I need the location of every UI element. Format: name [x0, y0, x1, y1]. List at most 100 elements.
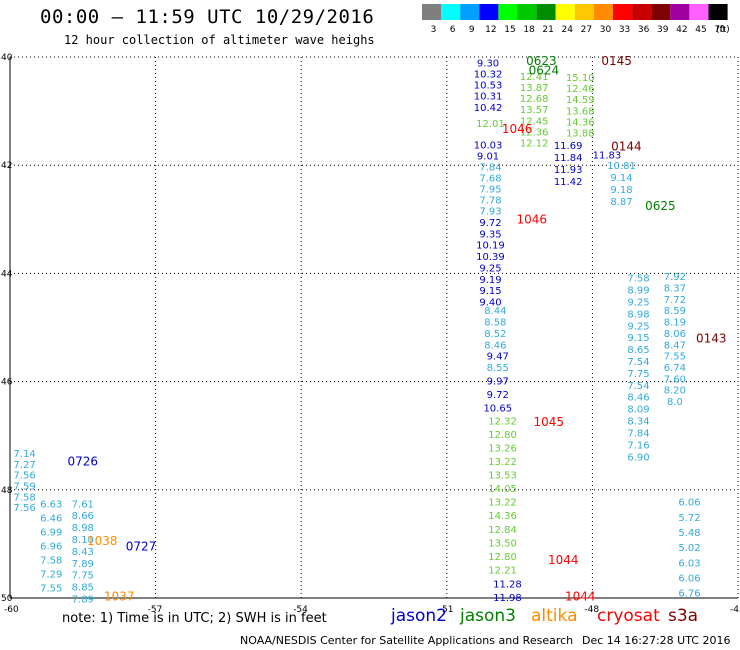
swh-value: 7.58	[627, 274, 649, 285]
swh-value: 11.42	[554, 177, 583, 188]
swh-value: 13.22	[488, 498, 517, 509]
pass-time-label: 0727	[126, 540, 157, 554]
swh-value: 9.35	[479, 229, 501, 240]
swh-value: 9.18	[610, 185, 632, 196]
colorbar-label: 45	[695, 25, 706, 35]
swh-value: 8.66	[72, 511, 94, 522]
swh-value: 10.32	[474, 70, 503, 81]
swh-value: 5.02	[678, 543, 700, 554]
pass-time-label: 1046	[502, 122, 533, 136]
swh-value: 5.72	[678, 513, 700, 524]
swh-value: 7.29	[40, 570, 62, 581]
colorbar-label: 3	[431, 25, 437, 35]
swh-value: 8.58	[484, 318, 506, 329]
swh-value: 12.46	[566, 84, 595, 95]
swh-value: 7.14	[13, 449, 35, 460]
colorbar-swatch	[689, 4, 709, 20]
colorbar-swatch	[574, 4, 594, 20]
pass-time-label: 0143	[696, 331, 727, 345]
swh-value: 10.03	[474, 141, 503, 152]
pass-time-label: 1044	[548, 553, 579, 567]
colorbar-swatch	[441, 4, 461, 20]
swh-value: 10.81	[607, 161, 636, 172]
swh-value: 7.84	[479, 162, 501, 173]
swh-value: 12.01	[476, 119, 505, 130]
swh-value: 9.47	[487, 352, 509, 363]
swh-value: 7.78	[479, 196, 501, 207]
swh-value: 10.19	[476, 241, 505, 252]
swh-value: 7.54	[627, 357, 649, 368]
swh-value: 7.56	[13, 503, 35, 514]
swh-value: 12.80	[488, 552, 517, 563]
swh-value: 8.55	[487, 363, 509, 374]
swh-value: 12.32	[488, 417, 517, 428]
colorbar-swatch	[517, 4, 537, 20]
swh-value: 15.10	[566, 73, 595, 84]
swh-value: 7.58	[13, 492, 35, 503]
colorbar-swatch	[708, 4, 728, 20]
footer-timestamp: Dec 14 16:27:28 UTC 2016	[582, 634, 731, 647]
swh-value: 12.80	[488, 430, 517, 441]
swh-value: 7.93	[479, 207, 501, 218]
colorbar-label: 24	[562, 25, 574, 35]
swh-value: 10.31	[474, 92, 503, 103]
swh-value: 11.93	[554, 165, 583, 176]
swh-value: 9.15	[627, 333, 649, 344]
swh-value: 9.15	[479, 286, 501, 297]
colorbar: 3 6 9 12 15 18 21 24 27 30 33 36 39 42 45 70(ft)	[422, 4, 730, 35]
swh-value: 7.56	[13, 471, 35, 482]
swh-value: 13.87	[520, 83, 549, 94]
swh-value: 7.89	[72, 595, 94, 606]
colorbar-swatch	[479, 4, 499, 20]
lat-label: 42	[1, 161, 12, 171]
swh-value: 7.27	[13, 460, 35, 471]
swh-value: 11.98	[493, 593, 522, 604]
swh-value: 8.59	[664, 306, 686, 317]
swh-value: 11.83	[593, 150, 622, 161]
colorbar-swatch	[670, 4, 690, 20]
swh-value: 6.03	[678, 558, 700, 569]
swh-value: 8.19	[664, 318, 686, 329]
swh-value: 7.59	[13, 481, 35, 492]
colorbar-label: 30	[600, 25, 612, 35]
pass-time-label: 1038	[87, 534, 118, 548]
swh-value: 7.72	[664, 295, 686, 306]
swh-value: 7.95	[479, 184, 501, 195]
swh-value: 8.98	[627, 309, 649, 320]
swh-value: 8.43	[72, 547, 94, 558]
swh-value: 7.75	[627, 369, 649, 380]
lat-label: 48	[1, 486, 13, 496]
swh-value: 8.65	[627, 345, 649, 356]
lon-label: -45	[730, 605, 740, 615]
pass-time-label: 0625	[645, 199, 676, 213]
swh-value: 8.87	[610, 197, 632, 208]
swh-value: 10.53	[474, 81, 503, 92]
swh-value: 6.90	[627, 452, 649, 463]
swh-value: 6.96	[40, 542, 62, 553]
colorbar-swatch	[498, 4, 518, 20]
swh-value: 9.25	[627, 298, 649, 309]
legend-s3a: s3a	[668, 606, 699, 626]
swh-value: 11.28	[493, 579, 522, 590]
swh-value: 9.97	[487, 377, 509, 388]
colorbar-swatch	[593, 4, 613, 20]
swh-value: 12.12	[520, 138, 549, 149]
swh-value: 13.68	[566, 106, 595, 117]
swh-value: 6.63	[40, 499, 62, 510]
colorbar-label: 18	[523, 25, 535, 35]
swh-value: 9.14	[610, 173, 632, 184]
lon-label: -48	[584, 605, 599, 615]
swh-value: 5.48	[678, 528, 700, 539]
pass-time-label: 1044	[565, 589, 596, 603]
swh-value: 8.85	[72, 583, 94, 594]
swh-value: 8.47	[664, 340, 686, 351]
swh-value: 12.45	[520, 116, 549, 127]
swh-value: 8.98	[72, 523, 94, 534]
colorbar-swatch	[422, 4, 442, 20]
colorbar-swatch	[613, 4, 633, 20]
note-text: note: 1) Time is in UTC; 2) SWH is in fe…	[62, 611, 327, 626]
swh-value: 9.25	[479, 263, 501, 274]
swh-value: 13.26	[488, 444, 517, 455]
colorbar-label: 36	[638, 25, 650, 35]
